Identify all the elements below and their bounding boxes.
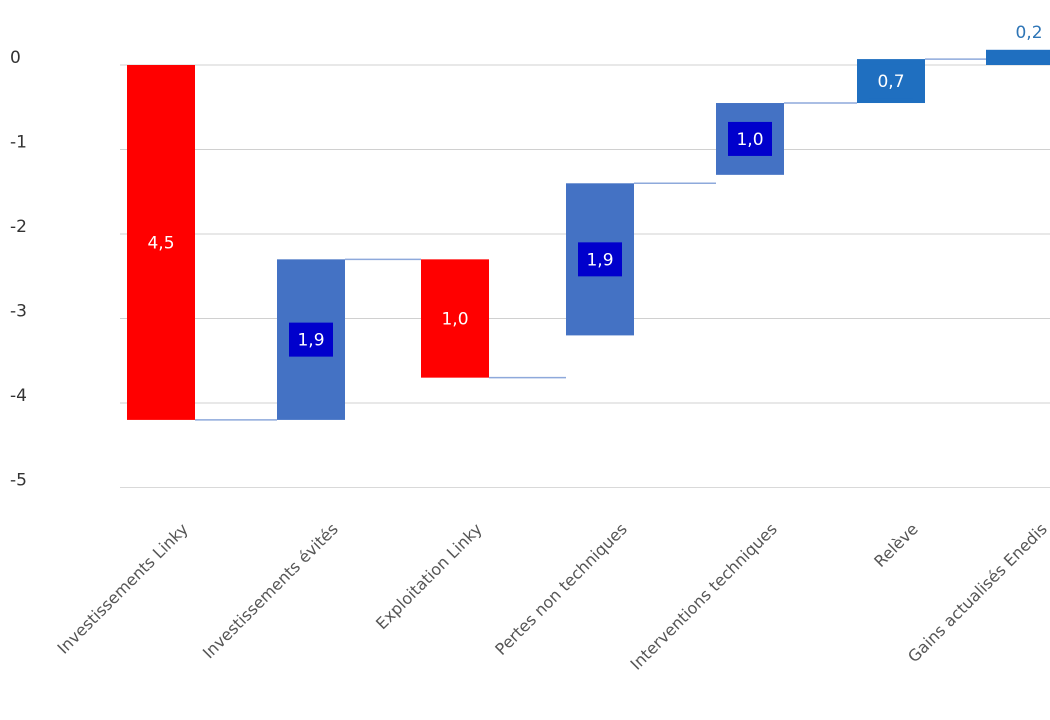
data-label: 1,0 — [441, 310, 468, 330]
y-tick-label: -1 — [10, 133, 27, 153]
data-label: 0,2 — [1015, 23, 1042, 43]
connector-lines — [195, 58, 986, 421]
x-axis: Investissements Linky Investissements évi… — [53, 519, 1050, 673]
data-label: 0,7 — [877, 72, 904, 92]
data-label-box — [578, 242, 622, 277]
x-tick-label: Exploitation Linky — [372, 519, 486, 633]
bar — [127, 65, 195, 420]
data-label-box — [869, 64, 913, 99]
bar — [986, 49, 1050, 65]
data-label: 1,9 — [586, 250, 613, 270]
y-tick-label: 0 — [10, 48, 21, 68]
x-tick-label: Investissements évités — [199, 519, 342, 662]
bars — [127, 49, 1050, 420]
x-tick-label: Interventions techniques — [627, 519, 781, 673]
y-tick-label: -5 — [10, 471, 27, 491]
data-label-box — [728, 121, 772, 156]
data-labels: 4,5 1,9 1,0 1,9 1,0 0,7 0,2 — [147, 23, 1043, 357]
x-tick-label: Pertes non techniques — [491, 519, 631, 659]
y-axis: 0 -1 -2 -3 -4 -5 — [10, 48, 27, 491]
y-tick-label: -2 — [10, 217, 27, 237]
x-tick-label: Gains actualisés Enedis — [904, 519, 1050, 666]
data-label: 1,0 — [736, 130, 763, 150]
data-label: 1,9 — [297, 331, 324, 351]
y-tick-label: -4 — [10, 386, 27, 406]
data-label-box — [289, 322, 333, 357]
y-tick-label: -3 — [10, 302, 27, 322]
bar — [421, 259, 489, 378]
x-tick-label: Relève — [870, 519, 922, 571]
x-tick-label: Investissements Linky — [53, 519, 191, 657]
data-label: 4,5 — [147, 233, 174, 253]
